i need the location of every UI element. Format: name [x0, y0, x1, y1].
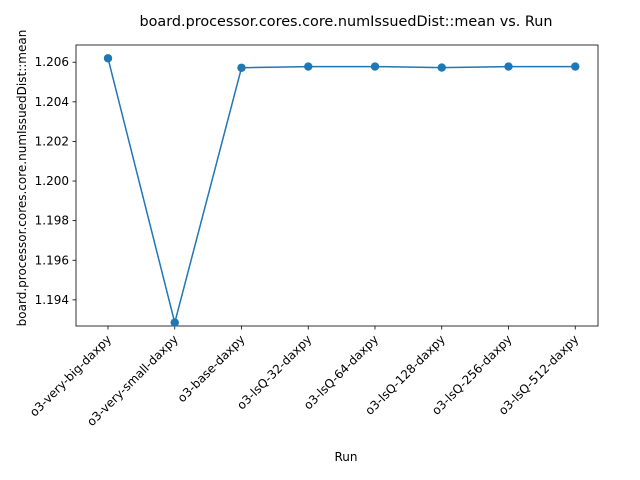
y-tick-label: 1.206 [35, 55, 69, 69]
y-tick-label: 1.194 [35, 293, 69, 307]
data-point [437, 63, 446, 72]
y-tick-label: 1.200 [35, 174, 69, 188]
y-axis-label: board.processor.cores.core.numIssuedDist… [15, 30, 29, 327]
data-point [304, 62, 313, 71]
data-point [370, 62, 380, 71]
plot-frame [75, 44, 599, 327]
data-point [571, 62, 580, 71]
x-axis-label: Run [334, 450, 357, 464]
chart-title: board.processor.cores.core.numIssuedDist… [139, 14, 552, 30]
y-tick-label: 1.202 [35, 134, 69, 148]
series-line [107, 58, 576, 324]
data-point [170, 318, 179, 327]
data-point [103, 54, 113, 63]
y-tick-label: 1.204 [35, 95, 69, 109]
y-tick-label: 1.198 [35, 214, 69, 228]
data-point [237, 63, 246, 72]
data-point [504, 62, 513, 71]
y-tick-label: 1.196 [35, 253, 69, 267]
